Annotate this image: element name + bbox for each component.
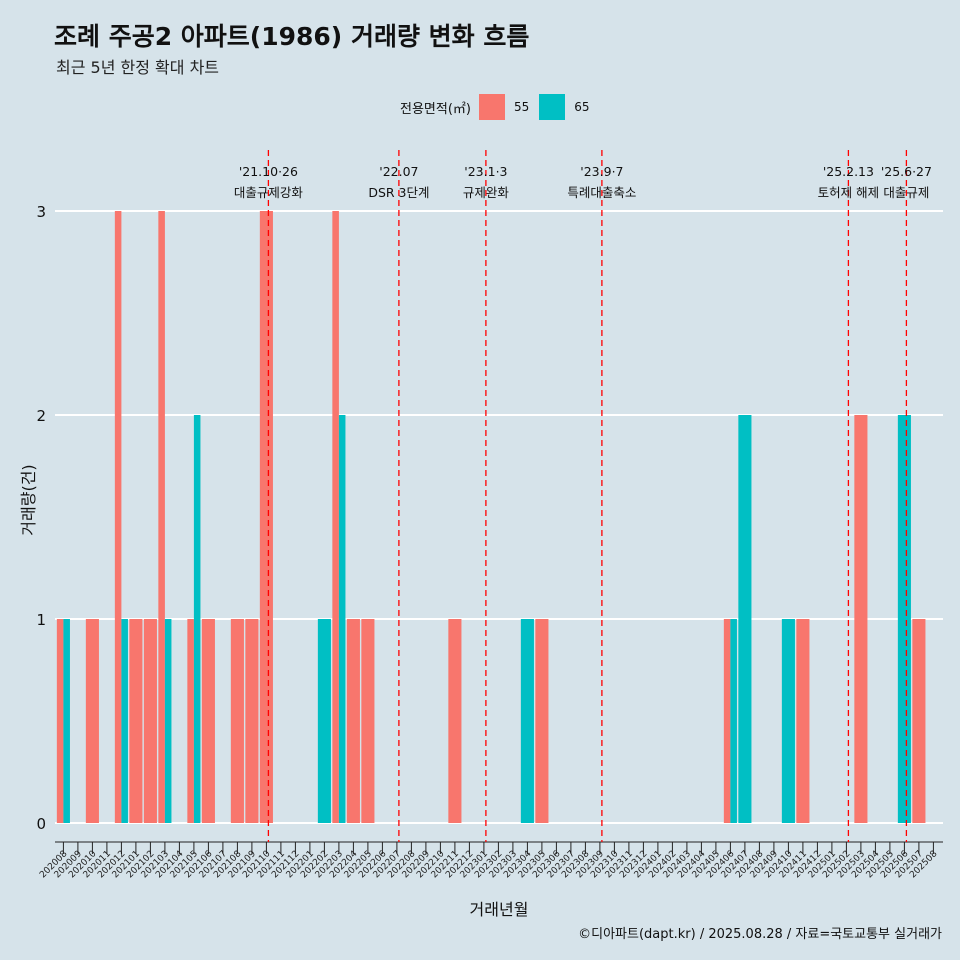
bar-55-202211 xyxy=(448,619,462,823)
y-tick-label: 2 xyxy=(36,407,46,425)
chart-title: 조례 주공2 아파트(1986) 거래량 변화 흐름 xyxy=(54,22,530,51)
bar-55-202507 xyxy=(912,619,926,823)
bar-55-202103 xyxy=(158,211,165,823)
bar-55-202106 xyxy=(201,619,215,823)
bar-65-202506 xyxy=(897,415,911,823)
legend-swatch-55 xyxy=(478,94,505,120)
bar-55-202204 xyxy=(346,619,360,823)
y-axis-title: 거래량(건) xyxy=(19,464,38,535)
bar-55-202108 xyxy=(230,619,244,823)
bar-65-202407 xyxy=(738,415,752,823)
bar-65-202012 xyxy=(121,619,128,823)
bar-55-202411 xyxy=(796,619,810,823)
bar-55-202503 xyxy=(854,415,868,823)
bar-65-202103 xyxy=(164,619,172,823)
source-caption: ©디아파트(dapt.kr) / 2025.08.28 / 자료=국토교통부 실… xyxy=(578,927,942,942)
event-date-4: '25.2.13 xyxy=(823,164,874,179)
legend-label-55: 55 xyxy=(513,100,530,114)
chart-subtitle: 최근 5년 한정 확대 차트 xyxy=(56,58,220,77)
event-date-5: '25.6·27 xyxy=(881,164,932,179)
bar-55-202008 xyxy=(56,619,64,823)
legend-title: 전용면적(㎡) xyxy=(400,101,471,117)
legend-label-65: 65 xyxy=(574,100,590,114)
event-label-3: 특례대출축소 xyxy=(567,185,636,200)
bar-65-202406 xyxy=(730,619,737,823)
bar-65-202304 xyxy=(520,619,534,823)
event-date-1: '22.07 xyxy=(379,164,418,179)
bar-55-202101 xyxy=(129,619,143,823)
event-date-2: '23.1·3 xyxy=(464,164,507,179)
bar-65-202008 xyxy=(63,619,70,823)
event-label-2: 규제완화 xyxy=(463,185,510,200)
event-label-1: DSR 3단계 xyxy=(368,185,429,200)
event-label-0: 대출규제강화 xyxy=(234,185,304,200)
bar-55-202010 xyxy=(85,619,99,823)
y-tick-label: 3 xyxy=(36,203,46,221)
event-date-3: '23.9·7 xyxy=(580,164,623,179)
bar-55-202203 xyxy=(332,211,339,823)
bar-55-202305 xyxy=(535,619,549,823)
event-label-4: 토허제 해제 xyxy=(818,185,879,200)
bar-55-202105 xyxy=(187,619,194,823)
bar-65-202105 xyxy=(193,415,201,823)
bar-55-202012 xyxy=(114,211,122,823)
legend: 전용면적(㎡) 55 65 xyxy=(400,93,600,121)
event-date-0: '21.10·26 xyxy=(239,164,298,179)
bar-55-202205 xyxy=(361,619,375,823)
legend-swatch-65 xyxy=(539,94,566,120)
bar-55-202110 xyxy=(259,211,273,823)
y-tick-label: 0 xyxy=(36,815,46,833)
bar-55-202102 xyxy=(143,619,157,823)
y-tick-label: 1 xyxy=(36,611,46,629)
x-axis-title: 거래년월 xyxy=(470,900,529,919)
bar-55-202109 xyxy=(245,619,259,823)
bar-65-202202 xyxy=(317,619,331,823)
bar-65-202410 xyxy=(781,619,795,823)
bar-65-202203 xyxy=(338,415,346,823)
event-label-5: 대출규제 xyxy=(883,185,929,200)
bar-55-202406 xyxy=(723,619,731,823)
